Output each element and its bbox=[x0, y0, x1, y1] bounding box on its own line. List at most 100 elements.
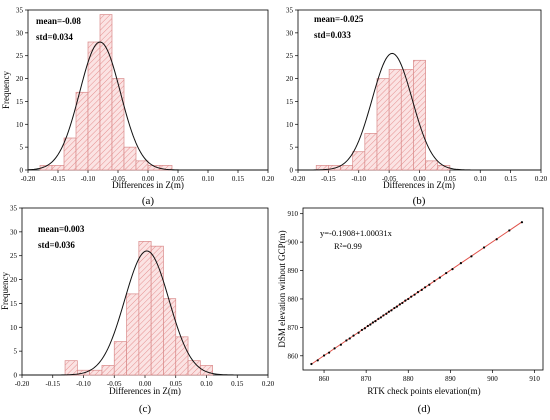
panel-b-x-axis-label: Differences in Z(m) bbox=[383, 180, 455, 190]
panel-b-bar bbox=[364, 133, 378, 171]
panel-b-y-tick-label: 0 bbox=[290, 167, 294, 175]
panel-d-point bbox=[495, 238, 498, 241]
panel-c-caption: (c) bbox=[139, 403, 152, 415]
panel-d-caption: (d) bbox=[418, 403, 431, 415]
panel-a-bar bbox=[111, 78, 125, 171]
panel-d-point bbox=[508, 229, 511, 232]
panel-b-y-tick-label: 15 bbox=[286, 98, 294, 106]
panel-d-x-tick-label: 860 bbox=[319, 375, 330, 383]
panel-a-bar bbox=[99, 14, 113, 171]
panel-b-bar bbox=[425, 160, 439, 171]
panel-c-bar bbox=[89, 369, 103, 376]
panel-b-y-tick-label: 25 bbox=[286, 52, 294, 60]
panel-a-bar bbox=[75, 91, 89, 171]
panel-d-point bbox=[328, 351, 331, 354]
panel-b-histogram: -0.20 -0.15 -0.10 -0.05 0.00 0.05 0.10 0.15 0.20… bbox=[286, 7, 548, 208]
panel-d-point bbox=[470, 255, 473, 258]
panel-d-point bbox=[433, 279, 436, 283]
panel-a-x-tick-label: 0.05 bbox=[172, 175, 185, 183]
panel-a-bar bbox=[123, 146, 137, 171]
panel-a-histogram: -0.20 -0.15 -0.10 -0.05 0.00 0.05 0.10 0.15 0.20… bbox=[1, 7, 275, 208]
panel-c-bar bbox=[126, 293, 140, 376]
panel-c-y-tick-label: 15 bbox=[10, 300, 18, 308]
panel-c-y-axis-label: Frequency bbox=[0, 272, 10, 310]
panel-c-normal-fit-curve bbox=[22, 250, 268, 376]
panel-d-point bbox=[424, 286, 427, 289]
panel-c-y-tick-label: 20 bbox=[10, 276, 18, 284]
panel-d-x-tick-label: 900 bbox=[487, 375, 498, 383]
panel-d-y-tick-label: 910 bbox=[288, 210, 299, 218]
panel-c-y-ticks: 0 5 10 15 20 25 30 35 bbox=[10, 205, 22, 380]
panel-a-x-tick-label: 0.15 bbox=[232, 175, 245, 183]
panel-b-y-tick-label: 35 bbox=[286, 7, 294, 15]
panel-d-point bbox=[348, 337, 351, 340]
panel-d-point bbox=[322, 354, 326, 357]
panel-b-bar bbox=[400, 69, 414, 171]
panel-c-x-tick-label: 0.00 bbox=[139, 380, 152, 388]
panel-c-bar bbox=[101, 365, 115, 376]
panel-c-y-tick-label: 35 bbox=[10, 205, 18, 213]
panel-a-y-tick-label: 35 bbox=[16, 7, 24, 15]
panel-c-x-tick-label: 0.20 bbox=[262, 380, 275, 388]
panel-a-x-tick-label: -0.20 bbox=[21, 175, 36, 183]
panel-b-x-tick-label: 0.15 bbox=[505, 175, 518, 183]
panel-b-y-tick-label: 30 bbox=[286, 29, 294, 37]
panel-d-point bbox=[374, 320, 377, 323]
panel-a-bar bbox=[135, 160, 149, 171]
panel-b-x-ticks: -0.20 -0.15 -0.10 -0.05 0.00 0.05 0.10 0.15 0.20 bbox=[291, 170, 548, 183]
panel-d-point bbox=[333, 347, 336, 350]
panel-d-point bbox=[379, 316, 382, 319]
panel-b-bar bbox=[413, 59, 426, 171]
panel-b-mean-label: mean=-0.025 bbox=[314, 14, 364, 24]
panel-d-point bbox=[339, 343, 342, 346]
panel-d-point bbox=[395, 305, 398, 308]
panel-c-x-tick-label: -0.15 bbox=[45, 380, 60, 388]
panel-a-y-tick-label: 10 bbox=[16, 121, 24, 129]
panel-a-y-ticks: 0 5 10 15 20 25 30 35 bbox=[16, 7, 28, 175]
panel-d-point bbox=[377, 317, 380, 320]
panel-b-normal-fit-curve bbox=[298, 52, 541, 171]
panel-b-std-label: std=0.033 bbox=[314, 30, 351, 40]
panel-a-x-tick-label: 0.00 bbox=[142, 175, 155, 183]
panel-d-point bbox=[316, 359, 319, 362]
panel-d-point bbox=[371, 321, 374, 324]
panel-c-mean-label: mean=0.003 bbox=[38, 224, 85, 234]
panel-d-x-tick-label: 910 bbox=[529, 375, 540, 383]
panel-d-point bbox=[445, 271, 448, 275]
panel-d-point bbox=[398, 303, 401, 306]
panel-d-r2-label: R²=0.99 bbox=[334, 241, 362, 251]
panel-c-x-axis-label: Differences in Z(m) bbox=[109, 386, 181, 396]
panel-a-bar bbox=[51, 165, 65, 171]
panel-a-bars bbox=[39, 14, 173, 171]
panel-a-x-tick-label: 0.10 bbox=[202, 175, 215, 183]
panel-c-bar bbox=[150, 245, 164, 376]
panel-c-bar bbox=[64, 360, 78, 376]
panel-b-x-tick-label: -0.10 bbox=[351, 175, 366, 183]
panel-c-x-tick-label: 0.05 bbox=[170, 380, 183, 388]
panel-b-bar bbox=[352, 151, 366, 171]
panel-b-y-ticks: 0 5 10 15 20 25 30 35 bbox=[286, 7, 298, 175]
panel-d-point bbox=[438, 276, 441, 279]
panel-a-y-axis-label: Frequency bbox=[1, 71, 11, 109]
panel-d-point bbox=[357, 331, 360, 334]
panel-a-y-tick-label: 5 bbox=[20, 144, 24, 152]
panel-d-point bbox=[401, 301, 404, 305]
panel-a-x-tick-label: -0.05 bbox=[111, 175, 126, 183]
panel-d-point bbox=[360, 328, 364, 332]
panel-d-y-tick-label: 880 bbox=[288, 295, 299, 303]
panel-c-y-tick-label: 10 bbox=[10, 324, 18, 332]
panel-a-bar bbox=[63, 137, 77, 171]
panel-a-x-tick-label: -0.15 bbox=[51, 175, 66, 183]
panel-c-bar bbox=[113, 341, 127, 376]
panel-a-y-tick-label: 30 bbox=[16, 29, 24, 37]
panel-d-point bbox=[428, 283, 431, 286]
panel-a-y-tick-label: 25 bbox=[16, 52, 24, 60]
panel-d-point bbox=[416, 291, 420, 294]
panel-c-x-tick-label: 0.15 bbox=[231, 380, 244, 388]
panel-b-x-tick-label: 0.10 bbox=[474, 175, 487, 183]
panel-b-bar bbox=[376, 78, 390, 171]
panel-d-point bbox=[387, 310, 390, 313]
panel-b-x-tick-label: 0.05 bbox=[444, 175, 457, 183]
panel-b-x-tick-label: -0.05 bbox=[382, 175, 397, 183]
